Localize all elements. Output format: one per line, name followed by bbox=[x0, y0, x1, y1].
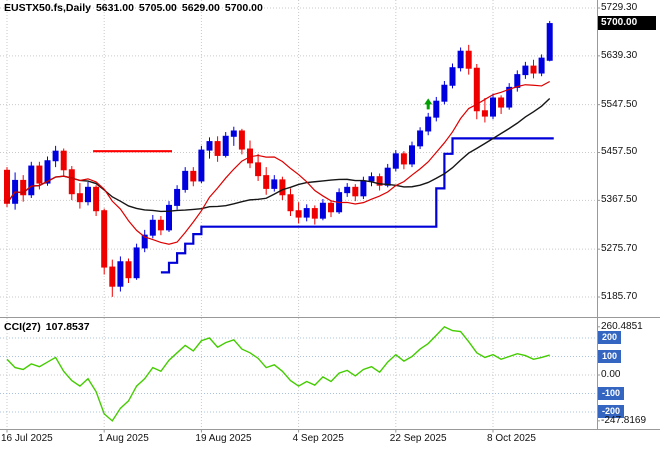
ohlc-high: 5705.00 bbox=[138, 2, 177, 14]
candle-up bbox=[409, 145, 415, 165]
candle-down bbox=[68, 169, 75, 195]
candle-up bbox=[368, 176, 375, 182]
candle-up bbox=[546, 23, 553, 61]
candle-up bbox=[85, 186, 91, 203]
indicator-name: CCI(27) bbox=[4, 321, 41, 333]
candle-down bbox=[287, 194, 294, 212]
candle-up bbox=[222, 135, 229, 156]
candle-up bbox=[271, 179, 278, 189]
candle-up bbox=[538, 57, 545, 74]
candle-down bbox=[20, 179, 27, 196]
candle-down bbox=[530, 65, 537, 74]
candle-up bbox=[28, 165, 35, 196]
time-axis[interactable] bbox=[0, 430, 660, 450]
candle-down bbox=[101, 210, 108, 268]
candle-down bbox=[60, 150, 67, 171]
cci-line bbox=[6, 325, 550, 422]
candle-up bbox=[133, 247, 140, 279]
candle-up bbox=[425, 116, 432, 132]
ma-fast-line bbox=[6, 80, 550, 245]
candle-up bbox=[522, 65, 529, 76]
candle-up bbox=[230, 130, 237, 137]
chart-title-ohlc: EUSTX50.fs,Daily 5631.00 5705.00 5629.00 570… bbox=[4, 2, 268, 14]
candle-up bbox=[206, 141, 213, 151]
candle-up bbox=[52, 150, 59, 162]
candle-down bbox=[238, 130, 245, 150]
candle-up bbox=[182, 170, 189, 190]
candle-up bbox=[319, 202, 326, 219]
candle-up bbox=[514, 74, 521, 88]
candle-down bbox=[352, 186, 359, 197]
candle-up bbox=[506, 86, 513, 108]
candle-up bbox=[141, 234, 148, 249]
candle-down bbox=[279, 179, 286, 196]
ma-slow-line bbox=[6, 97, 551, 213]
ohlc-close: 5700.00 bbox=[224, 2, 263, 14]
candle-down bbox=[263, 175, 270, 189]
candle-up bbox=[149, 219, 156, 236]
price-axis[interactable] bbox=[597, 0, 660, 430]
candle-up bbox=[44, 160, 51, 184]
up-arrow-signal-icon bbox=[424, 98, 433, 110]
candle-up bbox=[360, 180, 367, 197]
candle-down bbox=[4, 169, 10, 204]
candle-down bbox=[76, 193, 83, 203]
candle-up bbox=[441, 84, 448, 102]
candle-down bbox=[473, 67, 480, 112]
indicator-value: 107.8537 bbox=[45, 321, 90, 333]
candle-up bbox=[433, 100, 440, 118]
indicator-label: CCI(27) 107.8537 bbox=[4, 321, 95, 333]
ohlc-low: 5629.00 bbox=[181, 2, 220, 14]
candle-up bbox=[449, 67, 456, 86]
symbol-period-label: EUSTX50.fs,Daily bbox=[4, 2, 91, 14]
candle-down bbox=[400, 153, 407, 165]
candle-down bbox=[125, 261, 132, 279]
candle-up bbox=[198, 149, 205, 182]
candle-down bbox=[190, 170, 197, 182]
candle-down bbox=[36, 165, 43, 184]
candle-down bbox=[255, 162, 262, 177]
candle-up bbox=[344, 186, 351, 194]
candle-down bbox=[311, 208, 318, 219]
candle-up bbox=[384, 167, 391, 186]
candle-down bbox=[498, 97, 505, 108]
candle-up bbox=[490, 97, 496, 117]
candle-down bbox=[214, 141, 221, 156]
candle-up bbox=[166, 204, 172, 231]
candle-up bbox=[117, 261, 124, 287]
candle-down bbox=[295, 210, 302, 218]
current-price-badge: 5700.00 bbox=[598, 15, 656, 30]
candle-down bbox=[93, 186, 100, 212]
candle-down bbox=[109, 266, 116, 287]
candle-up bbox=[417, 130, 424, 147]
candle-up bbox=[392, 153, 399, 169]
ohlc-open: 5631.00 bbox=[95, 2, 134, 14]
candle-down bbox=[465, 50, 472, 69]
candle-down bbox=[481, 110, 488, 117]
candle-down bbox=[328, 202, 334, 213]
candle-up bbox=[303, 208, 310, 218]
candle-up bbox=[457, 50, 464, 69]
candle-down bbox=[157, 219, 164, 231]
support-step-line bbox=[160, 137, 554, 274]
candle-down bbox=[376, 176, 383, 186]
candle-up bbox=[174, 188, 181, 206]
